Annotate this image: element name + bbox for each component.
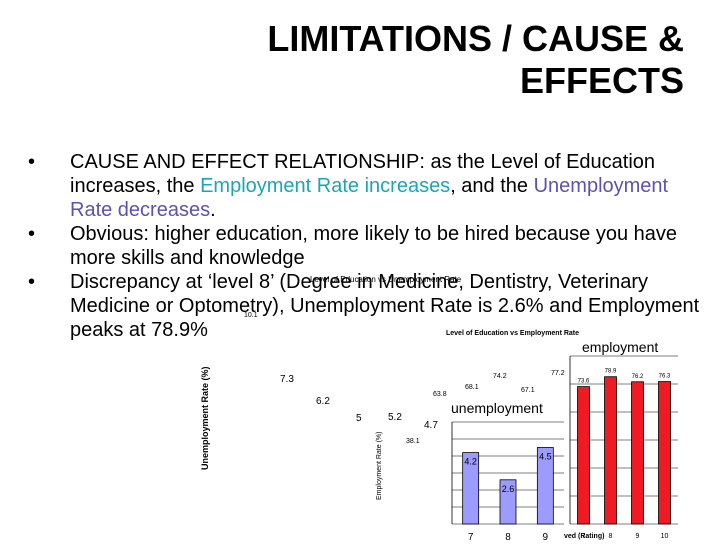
bullet-dot: •	[28, 223, 36, 245]
employment-chart-xlabel: ved (Rating)	[564, 533, 605, 540]
bar	[658, 381, 671, 525]
middle-chart-label: 68.1	[465, 384, 479, 391]
bullet-text: CAUSE AND EFFECT RELATIONSHIP: as the Le…	[70, 151, 656, 197]
bullet-item: • CAUSE AND EFFECT RELATIONSHIP: as the L…	[28, 150, 708, 222]
bullet-dot: •	[28, 271, 36, 293]
middle-chart-label: 63.8	[433, 391, 447, 398]
data-label: 73.6	[578, 379, 590, 385]
bar	[462, 452, 480, 525]
tick-label: 9	[543, 532, 549, 543]
tick-label: 8	[609, 533, 613, 540]
data-label: 76.2	[632, 374, 644, 380]
bar	[604, 376, 617, 525]
tick-label: 9	[636, 533, 640, 540]
middle-chart-ylabel: Employment Rate (%)	[376, 431, 383, 500]
unemployment-chart: 4.2 7 2.6 8 4.5 9	[451, 421, 564, 543]
background-chart-label: 7.3	[280, 374, 294, 385]
background-chart-label: 4.7	[424, 420, 438, 431]
tick-label: 7	[468, 532, 474, 543]
highlight-unemployment-text: Unemployment Rate decreases	[70, 175, 669, 221]
bar	[577, 386, 590, 525]
background-chart-title: Level of Education vs Unemployment Rate	[310, 275, 462, 284]
employment-chart-title: employment	[580, 339, 661, 355]
bullet-text: .	[210, 199, 216, 221]
middle-chart-label: 77.2	[551, 370, 565, 377]
bullet-list: • CAUSE AND EFFECT RELATIONSHIP: as the L…	[28, 150, 708, 342]
tick-label: 8	[505, 532, 511, 543]
background-chart-label: 6.2	[316, 396, 330, 407]
middle-chart-label: 67.1	[521, 387, 535, 394]
middle-chart-title: Level of Education vs Employment Rate	[446, 330, 580, 337]
unemployment-chart-title: unemployment	[449, 400, 545, 416]
highlight-employment-text: Employment Rate increases	[200, 175, 451, 197]
data-label: 4.2	[464, 457, 477, 467]
data-label: 2.6	[502, 484, 515, 494]
data-label: 76.3	[659, 374, 671, 380]
tick-label: 7	[582, 533, 586, 540]
bar	[631, 381, 644, 525]
tick-label: 10	[661, 533, 669, 540]
bullet-text: , and the	[450, 175, 534, 197]
bullet-item: • Obvious: higher education, more likely …	[28, 222, 708, 270]
bar	[499, 479, 517, 525]
slide-title: LIMITATIONS / CAUSE & EFFECTS	[267, 18, 684, 101]
bullet-text: Discrepancy at ‘level 8’ (Degree in Medi…	[70, 271, 700, 341]
middle-chart-label: 38.1	[406, 438, 420, 445]
middle-chart-label: 74.2	[493, 373, 507, 380]
data-label: 4.5	[539, 452, 552, 462]
bullet-item: • Discrepancy at ‘level 8’ (Degree in Med…	[28, 270, 708, 342]
bar	[536, 447, 554, 525]
bullet-dot: •	[28, 151, 36, 173]
background-chart-label: 10.1	[244, 312, 258, 319]
background-chart-ylabel: Unemployment Rate (%)	[200, 366, 210, 470]
data-label: 78.9	[605, 369, 617, 375]
bullet-text: Obvious: higher education, more likely t…	[70, 223, 678, 269]
background-chart-label: 5.2	[388, 412, 402, 423]
background-chart-label: 5	[356, 413, 362, 424]
employment-chart: 73.6 7 78.9 8 76.2 9 76.3 10	[569, 355, 678, 540]
